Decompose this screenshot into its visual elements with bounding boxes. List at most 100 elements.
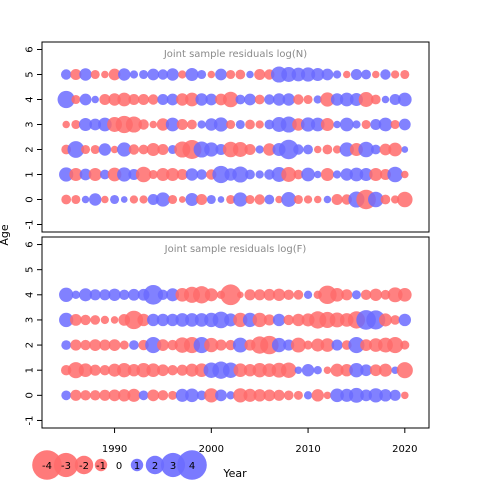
- residual-bubble: [379, 143, 392, 156]
- residual-bubble: [215, 339, 227, 351]
- residual-bubble: [71, 119, 81, 130]
- residual-bubble: [244, 289, 256, 301]
- residual-bubble: [60, 69, 72, 80]
- y-tick-label: 1: [25, 367, 36, 373]
- y-tick-label: 1: [25, 171, 36, 177]
- residual-bubble: [263, 389, 276, 402]
- residual-bubble: [89, 118, 102, 131]
- residual-bubble: [196, 390, 207, 401]
- residual-bubble: [119, 340, 129, 350]
- size-legend: -4 -3 -2 -1 0 1 2 3 4: [32, 450, 207, 480]
- residual-bubble: [176, 118, 188, 131]
- residual-bubble: [370, 94, 381, 105]
- residual-bubble: [226, 69, 236, 80]
- legend-bubble: [94, 458, 108, 472]
- y-tick-label: -1: [25, 415, 36, 425]
- residual-bubble: [71, 94, 81, 105]
- residual-bubble: [168, 194, 178, 205]
- residual-bubble: [361, 69, 371, 80]
- residual-bubble: [129, 340, 139, 350]
- residual-bubble: [339, 117, 354, 132]
- residual-bubble: [212, 311, 230, 329]
- residual-bubble: [333, 120, 341, 129]
- residual-bubble: [101, 70, 109, 79]
- residual-bubble: [303, 94, 313, 105]
- residual-bubble: [155, 192, 171, 207]
- residual-bubble: [157, 339, 169, 351]
- residual-bubble: [157, 364, 169, 377]
- residual-bubble: [380, 69, 391, 80]
- residual-bubble: [292, 118, 305, 131]
- residual-bubble: [69, 314, 82, 326]
- panel-title: Joint sample residuals log(F): [164, 244, 307, 255]
- residual-bubble: [349, 167, 364, 182]
- residual-bubble: [401, 146, 409, 153]
- residual-bubble: [59, 167, 74, 182]
- residual-bubble: [108, 68, 121, 81]
- residual-bubble: [127, 388, 141, 402]
- residual-bubble: [138, 119, 149, 130]
- residual-bubble: [129, 70, 139, 79]
- residual-bubble: [139, 195, 148, 204]
- residual-bubble: [293, 144, 304, 155]
- residual-bubble: [146, 142, 160, 157]
- residual-bubble: [235, 119, 245, 130]
- residual-bubble: [204, 388, 219, 403]
- residual-bubble: [212, 165, 230, 184]
- residual-bubble: [320, 92, 335, 107]
- residual-bubble: [204, 142, 219, 157]
- residual-bubble: [67, 362, 84, 379]
- residual-bubble: [253, 389, 266, 402]
- residual-bubble: [89, 364, 101, 376]
- residual-bubble: [220, 284, 242, 306]
- residual-bubble: [108, 339, 121, 351]
- y-tick-label: 5: [25, 71, 36, 77]
- residual-bubble: [204, 337, 219, 353]
- residual-bubble: [320, 167, 334, 182]
- residual-bubble: [117, 92, 132, 107]
- residual-bubble: [245, 169, 255, 180]
- residual-bubble: [358, 92, 374, 107]
- residual-bubble: [217, 196, 225, 203]
- residual-bubble: [79, 93, 92, 106]
- residual-bubble: [166, 167, 180, 182]
- residual-bubble: [330, 93, 344, 106]
- residual-bubble: [301, 363, 315, 377]
- residual-bubble: [59, 287, 74, 302]
- panels-layer: Joint sample residuals log(N)-10123456Jo…: [25, 41, 430, 429]
- residual-bubble: [323, 391, 332, 400]
- residual-bubble: [233, 363, 248, 378]
- residual-bubble: [390, 119, 400, 130]
- residual-bubble: [90, 69, 100, 80]
- residual-bubble: [293, 289, 304, 300]
- residual-bubble: [147, 193, 159, 206]
- residual-bubble: [244, 143, 256, 156]
- residual-bubble: [303, 340, 313, 350]
- residual-bubble: [90, 144, 100, 155]
- legend-label: 0: [116, 461, 122, 472]
- residual-bubble: [294, 366, 303, 374]
- residual-bubble: [185, 168, 199, 181]
- residual-bubble: [99, 364, 111, 376]
- residual-bubble: [330, 287, 344, 302]
- residual-bubble: [398, 118, 411, 131]
- y-tick-label: -1: [25, 220, 36, 230]
- residual-bubble: [245, 194, 255, 205]
- legend-label: 1: [134, 461, 140, 472]
- residual-bubble: [157, 69, 169, 80]
- residual-bubble: [233, 388, 248, 403]
- residual-bubble: [275, 195, 283, 204]
- residual-bubble: [176, 364, 188, 376]
- residual-bubble: [226, 194, 236, 205]
- residual-bubble: [110, 316, 119, 324]
- residual-bubble: [245, 119, 255, 130]
- residual-bubble: [397, 92, 412, 107]
- residual-bubble: [196, 193, 208, 206]
- residual-bubble: [185, 67, 199, 82]
- residual-bubble: [263, 288, 276, 301]
- residual-bubble: [378, 363, 392, 377]
- residual-bubble: [389, 389, 401, 401]
- residual-bubble: [390, 315, 401, 325]
- residual-bubble: [185, 363, 199, 377]
- residual-bubble: [387, 166, 403, 183]
